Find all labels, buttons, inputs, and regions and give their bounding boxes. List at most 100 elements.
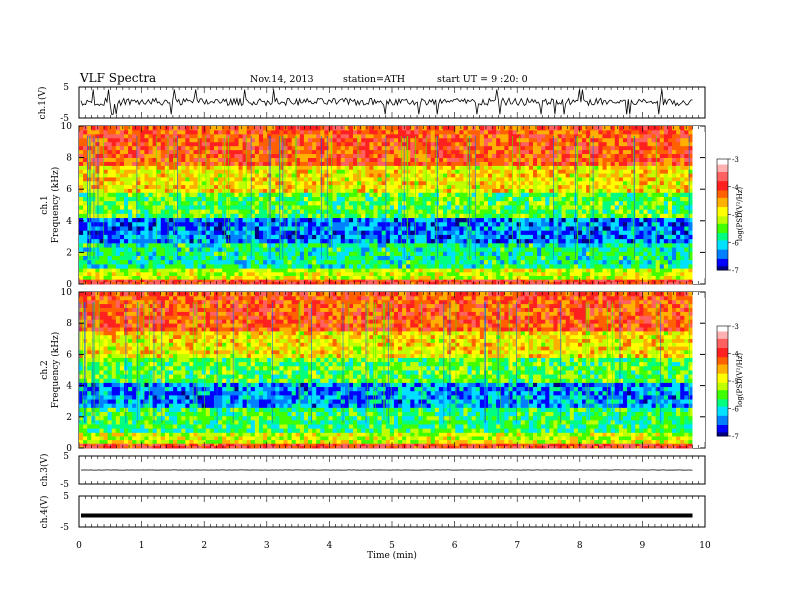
spectrogram-cell [242,247,248,252]
spectrogram-cell [398,161,403,166]
spectrogram-cell [324,238,329,244]
spectrogram-cell [164,247,170,252]
spectrogram-cell [361,161,366,166]
spectrogram-cell [357,188,362,193]
spectrogram-cell [132,226,137,231]
spectrogram-cell [328,238,333,244]
spectrogram-cell [479,188,485,193]
spectrogram-cell [365,184,370,189]
spectrogram-cell [332,238,338,244]
spectrogram-cell [508,234,513,240]
spectrogram-cell [128,157,133,162]
spectrogram-cell [418,165,423,170]
spectrogram-cell [357,247,362,252]
spectrogram-cell [398,242,403,248]
spectrogram-cell [193,157,199,162]
spectrogram-cell [87,271,92,276]
spectrogram-cell [164,153,170,158]
spectrogram-cell [279,173,284,178]
spectrogram-cell [672,161,677,166]
spectrogram-cell [267,275,272,280]
spectrogram-cell [156,157,162,162]
spectrogram-cell [258,205,264,210]
spectrogram-cell [532,196,538,202]
spectrogram-cell [627,217,632,223]
spectrogram-cell [549,268,554,273]
spectrogram-cell [471,281,477,285]
spectrogram-cell [389,177,395,182]
spectrogram-cell [569,196,575,202]
spectrogram-cell [479,226,485,231]
spectrogram-cell [406,251,411,256]
spectrogram-cell [83,149,88,155]
spectrogram-cell [549,161,554,166]
spectrogram-cell [160,263,166,269]
spectrogram-cell [242,263,248,269]
spectrogram-cell [553,180,558,186]
spectrogram-cell [676,221,681,227]
spectrogram-cell [344,169,350,174]
spectrogram-cell [144,205,149,210]
spectrogram-cell [582,196,587,202]
spectrogram-cell [250,205,256,210]
spectrogram-cell [181,200,186,206]
spectrogram-cell [308,247,313,252]
spectrogram-cell [398,188,403,193]
spectrogram-cell [173,281,178,285]
spectrogram-cell [582,221,587,227]
spectrogram-cell [680,217,685,223]
spectrogram-cell [393,209,399,214]
spectrogram-cell [344,180,350,186]
spectrogram-cell [622,157,628,162]
spectrogram-cell [549,184,554,189]
spectrogram-cell [496,242,501,248]
spectrogram-cell [377,205,383,210]
spectrogram-cell [688,281,693,285]
spectrogram-cell [618,157,624,162]
spectrogram-cell [639,242,644,248]
spectrogram-cell [655,205,661,210]
spectrogram-cell [598,238,603,244]
spectrogram-cell [164,173,170,178]
spectrogram-cell [537,184,542,189]
spectrogram-cell [164,234,170,240]
spectrogram-cell [369,180,374,186]
spectrogram-cell [381,268,387,273]
spectrogram-cell [406,213,411,219]
spectrogram-cell [614,217,620,223]
spectrogram-cell [324,242,329,248]
spectrogram-cell [504,281,509,285]
spectrogram-cell [299,234,305,240]
spectrogram-cell [426,259,432,265]
spectrogram-cell [291,238,297,244]
spectrogram-cell [230,173,235,178]
spectrogram-cell [524,213,530,219]
spectrogram-cell [504,242,509,248]
spectrogram-cell [205,165,211,170]
spectrogram-cell [136,268,141,273]
spectrogram-cell [197,169,203,174]
spectrogram-cell [263,268,268,273]
spectrogram-cell [79,209,84,214]
spectrogram-cell [549,263,554,269]
spectrogram-cell [197,281,203,285]
spectrogram-cell [680,238,685,244]
spectrogram-cell [373,205,378,210]
spectrogram-cell [483,169,489,174]
spectrogram-cell [553,263,558,269]
spectrogram-cell [475,221,481,227]
spectrogram-cell [181,180,186,186]
spectrogram-cell [287,200,293,206]
spectrogram-cell [672,271,677,276]
spectrogram-cell [577,268,583,273]
spectrogram-cell [361,275,366,280]
spectrogram-cell [688,271,693,276]
spectrogram-cell [680,161,685,166]
spectrogram-cell [561,247,567,252]
spectrogram-cell [541,173,546,178]
spectrogram-cell [361,279,366,283]
spectrogram-cell [573,192,579,197]
spectrogram-cell [418,177,423,182]
spectrogram-cell [144,221,149,227]
spectrogram-cell [614,271,620,276]
